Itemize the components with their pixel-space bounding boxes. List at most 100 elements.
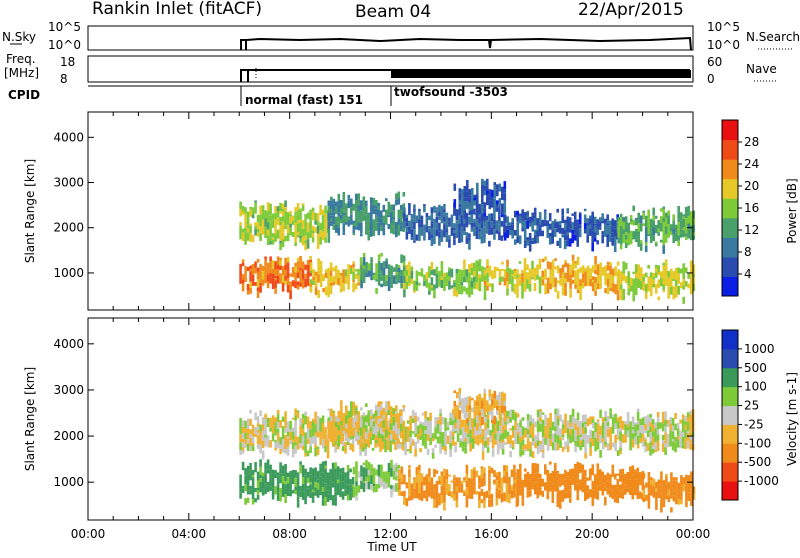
power-cell bbox=[603, 229, 607, 237]
power-cell bbox=[448, 270, 451, 277]
power-cell bbox=[304, 264, 307, 270]
power-cell bbox=[622, 293, 625, 296]
velocity-cell bbox=[271, 425, 275, 434]
velocity-cell bbox=[690, 489, 693, 494]
velocity-cell bbox=[544, 432, 547, 439]
velocity-cell bbox=[574, 473, 577, 481]
power-cell bbox=[400, 217, 403, 223]
velocity-cell bbox=[641, 471, 645, 474]
velocity-cell bbox=[319, 425, 322, 432]
velocity-cell bbox=[539, 440, 542, 444]
velocity-cell bbox=[564, 420, 567, 430]
velocity-cell bbox=[398, 489, 401, 496]
velocity-cell bbox=[660, 475, 663, 481]
velocity-cell bbox=[402, 405, 406, 408]
power-colorbar-tick-label: 12 bbox=[744, 223, 759, 237]
velocity-cell bbox=[404, 426, 407, 434]
velocity-cell bbox=[690, 498, 693, 506]
velocity-cell bbox=[591, 497, 595, 506]
velocity-cell bbox=[431, 448, 435, 453]
power-cell bbox=[637, 268, 640, 277]
velocity-region bbox=[516, 461, 645, 509]
freq-left-tick-top: 18 bbox=[60, 55, 75, 69]
velocity-cell bbox=[514, 411, 517, 414]
power-cell bbox=[647, 209, 650, 219]
velocity-cell bbox=[395, 427, 398, 434]
velocity-cell bbox=[549, 481, 552, 488]
velocity-cell bbox=[484, 429, 487, 434]
velocity-cell bbox=[579, 437, 582, 441]
velocity-cell bbox=[546, 430, 550, 439]
power-cell bbox=[468, 264, 471, 273]
power-cell bbox=[480, 222, 484, 229]
power-cell bbox=[413, 221, 416, 230]
power-cell bbox=[513, 277, 517, 280]
velocity-cell bbox=[486, 419, 490, 424]
velocity-cell bbox=[566, 495, 570, 499]
velocity-cell bbox=[479, 434, 482, 444]
power-cell bbox=[458, 273, 461, 276]
velocity-cell bbox=[505, 476, 509, 484]
velocity-cell bbox=[294, 415, 297, 421]
velocity-cell bbox=[461, 434, 465, 438]
power-cell bbox=[264, 274, 267, 284]
velocity-cell bbox=[639, 478, 642, 483]
velocity-cell bbox=[634, 479, 637, 487]
power-cell bbox=[458, 283, 461, 290]
power-cell bbox=[485, 220, 489, 230]
velocity-cell bbox=[549, 430, 552, 434]
velocity-colorbar-swatch bbox=[722, 405, 738, 425]
power-cell bbox=[682, 227, 685, 231]
velocity-cell bbox=[279, 487, 282, 495]
power-cell bbox=[544, 269, 547, 277]
power-cell bbox=[340, 208, 343, 215]
power-cell bbox=[687, 272, 690, 279]
velocity-cell bbox=[649, 417, 652, 423]
velocity-cell bbox=[316, 424, 320, 432]
velocity-cell bbox=[675, 480, 678, 490]
power-cell bbox=[281, 272, 285, 276]
power-cell bbox=[689, 260, 693, 269]
power-cell bbox=[468, 279, 471, 285]
nsky-left-tick-top: 10^5 bbox=[48, 20, 81, 34]
velocity-cell bbox=[511, 417, 515, 420]
power-cell bbox=[330, 201, 333, 204]
power-cell bbox=[538, 283, 542, 286]
power-cell bbox=[463, 286, 466, 292]
velocity-cell bbox=[449, 412, 452, 418]
velocity-cell bbox=[651, 424, 655, 432]
power-cell bbox=[687, 205, 690, 210]
velocity-cell bbox=[372, 434, 376, 438]
velocity-cell bbox=[281, 465, 285, 474]
velocity-cell bbox=[495, 495, 499, 499]
velocity-cell bbox=[556, 492, 560, 499]
power-cell bbox=[306, 278, 310, 286]
velocity-cell bbox=[684, 424, 687, 430]
velocity-cell bbox=[444, 431, 447, 438]
velocity-cell bbox=[379, 443, 382, 452]
velocity-cell bbox=[264, 427, 267, 435]
power-cell bbox=[470, 263, 474, 268]
power-cell bbox=[611, 275, 615, 284]
velocity-cell bbox=[274, 473, 277, 479]
velocity-cell bbox=[281, 426, 285, 433]
power-cell bbox=[601, 234, 604, 244]
power-cell bbox=[476, 208, 479, 214]
power-cell bbox=[486, 194, 489, 197]
power-cell bbox=[312, 269, 315, 277]
velocity-cell bbox=[311, 421, 315, 429]
velocity-cell bbox=[551, 478, 555, 484]
velocity-cell bbox=[392, 430, 396, 436]
power-cell bbox=[463, 201, 467, 207]
velocity-cell bbox=[345, 428, 348, 434]
power-cell bbox=[385, 215, 388, 221]
velocity-cell bbox=[367, 420, 371, 427]
velocity-cell bbox=[365, 415, 368, 422]
velocity-cell bbox=[406, 426, 410, 433]
velocity-cell bbox=[505, 493, 509, 503]
power-cell bbox=[410, 270, 414, 279]
velocity-cell bbox=[309, 492, 312, 498]
power-cell bbox=[498, 277, 502, 283]
velocity-cell bbox=[284, 428, 287, 433]
power-cell bbox=[483, 185, 487, 190]
